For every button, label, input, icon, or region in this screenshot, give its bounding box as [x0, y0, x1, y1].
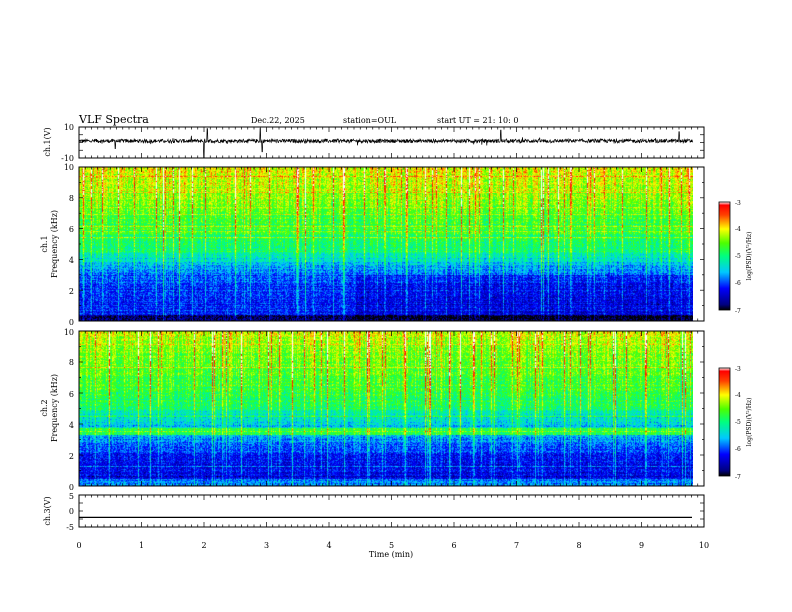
ch2-spectrogram-image [79, 331, 693, 486]
ch1-cb-tick-m4: -4 [735, 226, 741, 233]
ch2-cb-tick-m7: -7 [735, 474, 741, 481]
ch3-waveform-ylabel: ch.3(V) [43, 496, 52, 525]
ch1-spec-ytick-0: 0 [69, 318, 74, 327]
x-tick-label: 3 [264, 541, 269, 550]
ch2-cb-tick-m6: -6 [735, 446, 741, 453]
axis-ticks [78, 126, 705, 528]
ch1-spec-ytick-8: 8 [69, 194, 74, 203]
start-time-label: start UT = 21: 10: 0 [437, 116, 518, 125]
ch2-colorbar-scale [718, 367, 731, 477]
ch1-spec-ytick-10: 10 [64, 163, 74, 172]
x-tick-label: 1 [139, 541, 144, 550]
ch2-cb-tick-m4: -4 [735, 392, 741, 399]
ch2-spec-ytick-10: 10 [64, 328, 74, 337]
date-label: Dec.22, 2025 [251, 116, 305, 125]
x-tick-label: 7 [514, 541, 519, 550]
ch1-waveform-trace [78, 128, 694, 159]
ch2-spec-ytick-4: 4 [69, 421, 74, 430]
ch1-waveform-ylabel: ch.1(V) [43, 127, 52, 156]
ch2-colorbar: -3 -4 -5 -6 -7 log(PSD)(V²/Hz) [718, 366, 753, 481]
x-axis: 0 1 2 3 4 5 6 7 8 9 10 Time (min) [76, 541, 709, 559]
figure-title: VLF Spectra [78, 113, 149, 126]
x-tick-label: 5 [389, 541, 394, 550]
x-axis-label: Time (min) [369, 550, 413, 559]
ch2-spec-ytick-2: 2 [69, 452, 74, 461]
ch3-ytick-top: 5 [69, 492, 74, 501]
x-tick-label: 9 [639, 541, 644, 550]
x-tick-label: 2 [201, 541, 206, 550]
ch3-ytick-bottom: -5 [66, 523, 74, 532]
ch1-colorbar-scale [718, 201, 731, 311]
ch1-spec-ytick-2: 2 [69, 287, 74, 296]
ch1-cb-tick-m6: -6 [735, 280, 741, 287]
x-tick-label: 6 [451, 541, 456, 550]
ch2-spec-ylabel: ch.2 [40, 399, 49, 416]
ch2-cb-tick-m5: -5 [735, 419, 741, 426]
ch1-waveform-panel: 10 -10 ch.1(V) [43, 123, 705, 163]
x-tick-label: 10 [699, 541, 709, 550]
ch2-spec-ytick-8: 8 [69, 358, 74, 367]
ch1-spec-ytick-4: 4 [69, 256, 74, 265]
ch2-spec-ylabel-freq: Frequency (kHz) [50, 374, 59, 442]
ch1-spectrogram-image [79, 167, 693, 321]
ch2-cb-tick-m3: -3 [735, 366, 741, 373]
ch2-spectrogram-panel: 0 2 4 6 8 10 ch.2 Frequency (kHz) [40, 328, 705, 492]
ch1-spec-ylabel: ch.1 [40, 235, 49, 252]
ch2-spec-ytick-0: 0 [69, 483, 74, 492]
ch1-colorbar: -3 -4 -5 -6 -7 log(PSD)(V²/Hz) [718, 200, 753, 315]
ch1-cb-tick-m5: -5 [735, 253, 741, 260]
ch1-ytick-top: 10 [64, 123, 74, 132]
ch2-colorbar-label: log(PSD)(V²/Hz) [746, 398, 753, 447]
ch3-waveform-panel: 5 0 -5 ch.3(V) [43, 492, 705, 532]
x-tick-label: 0 [76, 541, 81, 550]
ch1-spec-ytick-6: 6 [69, 225, 74, 234]
station-label: station=OUL [343, 116, 397, 125]
ch1-cb-tick-m7: -7 [735, 308, 741, 315]
ch1-spec-ylabel-freq: Frequency (kHz) [50, 210, 59, 278]
ch1-spectrogram-panel: 0 2 4 6 8 10 ch.1 Frequency (kHz) [40, 163, 705, 327]
x-tick-label: 8 [576, 541, 581, 550]
ch1-cb-tick-m3: -3 [735, 200, 741, 207]
x-tick-label: 4 [326, 541, 331, 550]
ch1-colorbar-label: log(PSD)(V²/Hz) [746, 232, 753, 281]
ch1-ytick-bottom: -10 [61, 154, 74, 163]
ch3-ytick-mid: 0 [69, 507, 74, 516]
ch2-spec-ytick-6: 6 [69, 390, 74, 399]
